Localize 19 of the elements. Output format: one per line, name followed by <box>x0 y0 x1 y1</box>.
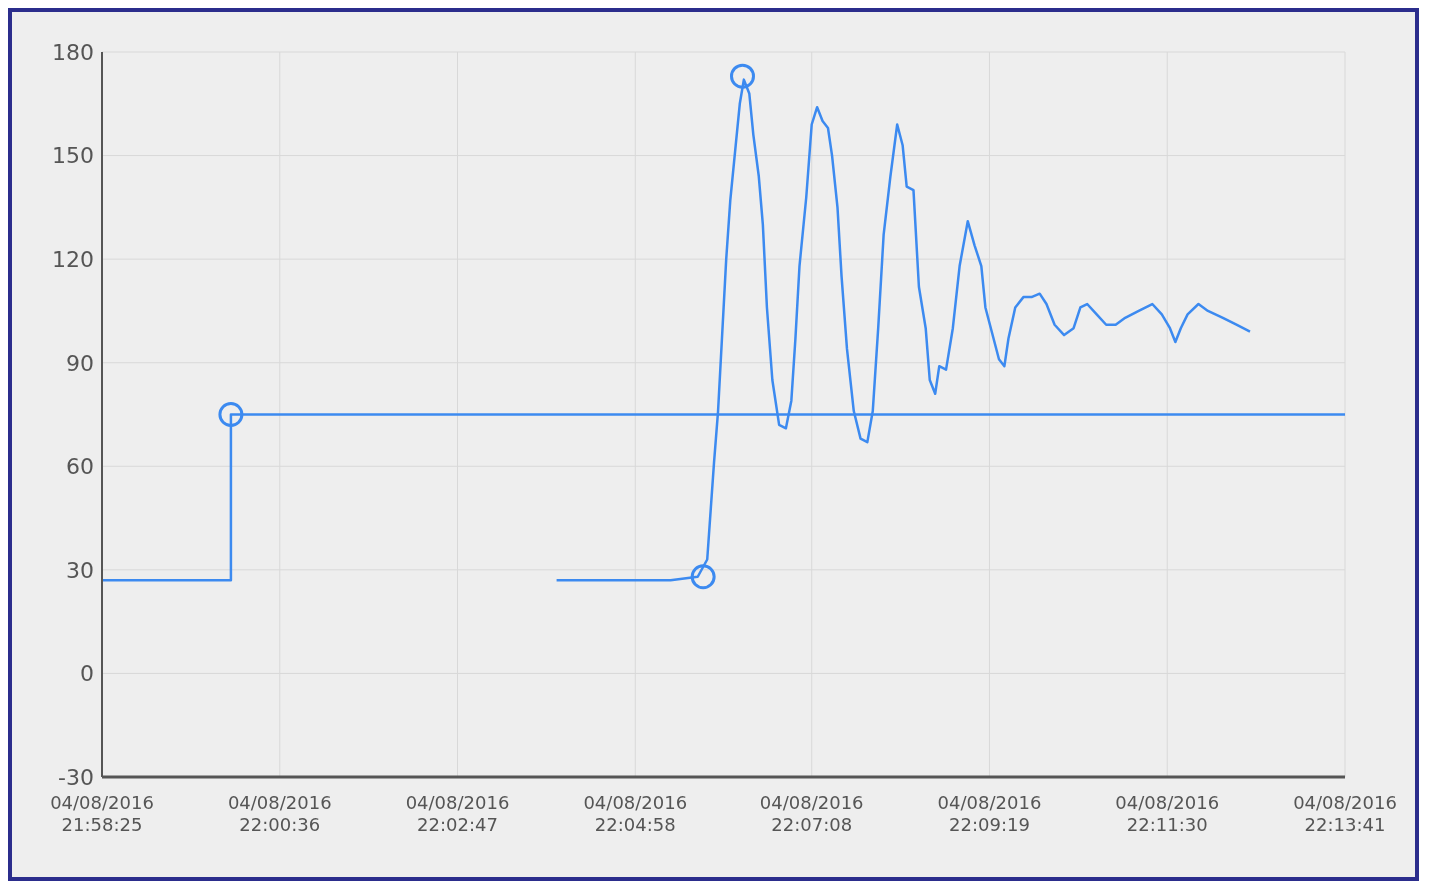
y-tick-label: -30 <box>58 764 94 790</box>
x-tick-label: 04/08/2016 22:04:58 <box>583 792 688 835</box>
y-tick-label: 90 <box>66 350 94 376</box>
y-tick-label: 120 <box>52 246 94 272</box>
x-tick-label: 04/08/2016 22:11:30 <box>1115 792 1220 835</box>
y-tick-label: 30 <box>66 557 94 583</box>
point <box>690 564 716 590</box>
y-tick-label: 0 <box>80 661 94 687</box>
x-tick-label: 04/08/2016 22:02:47 <box>405 792 510 835</box>
y-tick-label: 180 <box>52 39 94 65</box>
x-tick-label: 04/08/2016 22:00:36 <box>227 792 332 835</box>
y-tick-label: 60 <box>66 454 94 480</box>
x-tick-label: 04/08/2016 22:13:41 <box>1293 792 1397 835</box>
point <box>218 402 244 427</box>
x-tick-label: 04/08/2016 21:58:25 <box>50 792 154 835</box>
point <box>730 63 755 89</box>
y-tick-label: 150 <box>52 143 94 169</box>
x-tick-label: 04/08/2016 22:07:08 <box>759 792 864 835</box>
x-tick-label: 04/08/2016 22:09:19 <box>937 792 1042 835</box>
